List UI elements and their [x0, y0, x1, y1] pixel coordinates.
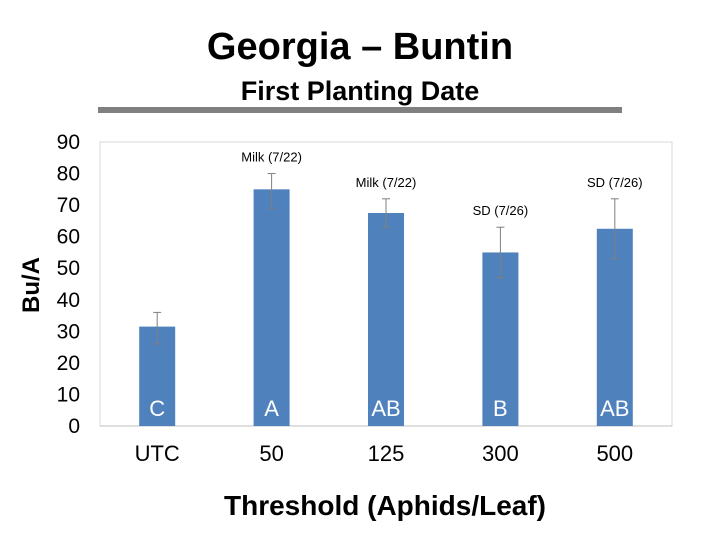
x-tick-label: 500 [596, 441, 633, 466]
chart-title: Georgia – Buntin [206, 26, 514, 68]
chart-subtitle: First Planting Date [240, 76, 480, 106]
y-tick-label: 10 [57, 383, 80, 406]
bar [253, 189, 290, 426]
y-tick-label: 30 [57, 320, 80, 343]
y-tick-label: 0 [68, 415, 80, 438]
x-tick-label: 300 [482, 441, 519, 466]
bar [368, 213, 404, 426]
bar-annotation: Milk (7/22) [241, 150, 302, 165]
significance-letter: AB [371, 396, 400, 421]
significance-letter: C [149, 396, 165, 421]
significance-letter: A [264, 396, 279, 421]
significance-letter: AB [600, 396, 629, 421]
x-axis-label: Threshold (Aphids/Leaf) [224, 490, 546, 521]
bar-annotation: SD (7/26) [587, 175, 643, 190]
x-tick-label: UTC [135, 441, 180, 466]
x-tick-label: 125 [368, 441, 405, 466]
title-divider [98, 107, 622, 113]
y-tick-label: 40 [57, 289, 80, 312]
y-tick-label: 90 [57, 131, 80, 154]
bar [482, 252, 519, 426]
x-tick-label: 50 [259, 441, 283, 466]
y-tick-label: 50 [57, 257, 80, 280]
y-tick-label: 60 [57, 226, 80, 249]
bar [596, 228, 633, 426]
y-axis-label: Bu/A [18, 257, 45, 313]
y-tick-label: 80 [57, 163, 80, 186]
y-tick-label: 20 [57, 352, 80, 375]
significance-letter: B [493, 396, 508, 421]
y-tick-label: 70 [57, 194, 80, 217]
bar-annotation: Milk (7/22) [356, 175, 417, 190]
bar-annotation: SD (7/26) [473, 203, 529, 218]
